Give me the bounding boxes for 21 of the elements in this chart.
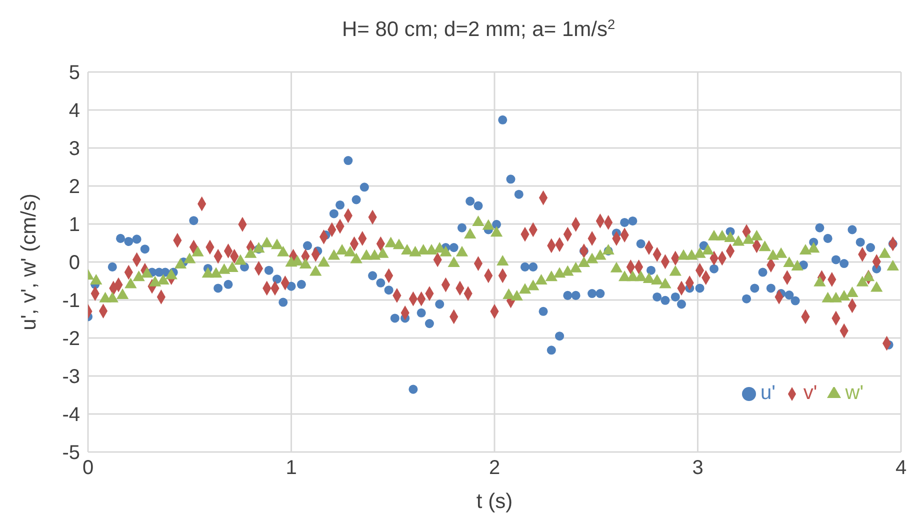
legend-label: u' [760, 382, 776, 404]
x-tick-label: 1 [286, 457, 297, 480]
legend-label: w' [845, 382, 864, 404]
y-tick-label: -5 [62, 442, 80, 464]
chart-title: H= 80 cm; d=2 mm; a= 1m/s$^{2}$ [342, 16, 616, 41]
y-tick-label: 3 [68, 138, 80, 160]
y-tick-label: 0 [68, 252, 80, 274]
y-tick-label: -3 [62, 366, 80, 388]
x-tick-label: 4 [895, 457, 907, 480]
y-tick-label: 4 [68, 100, 80, 122]
y-tick-label: 2 [68, 176, 80, 198]
y-tick-label: -4 [62, 404, 80, 426]
legend-label: v' [803, 382, 818, 404]
x-tick-label: 2 [488, 457, 500, 480]
x-axis-title: t (s) [476, 490, 513, 513]
x-tick-label: 3 [692, 457, 704, 480]
y-tick-label: 1 [68, 214, 80, 236]
y-tick-label: -1 [62, 290, 80, 312]
y-axis-title: u', v', w' (cm/s) [17, 194, 40, 330]
y-tick-label: 5 [68, 62, 80, 84]
y-tick-label: -2 [62, 328, 80, 350]
